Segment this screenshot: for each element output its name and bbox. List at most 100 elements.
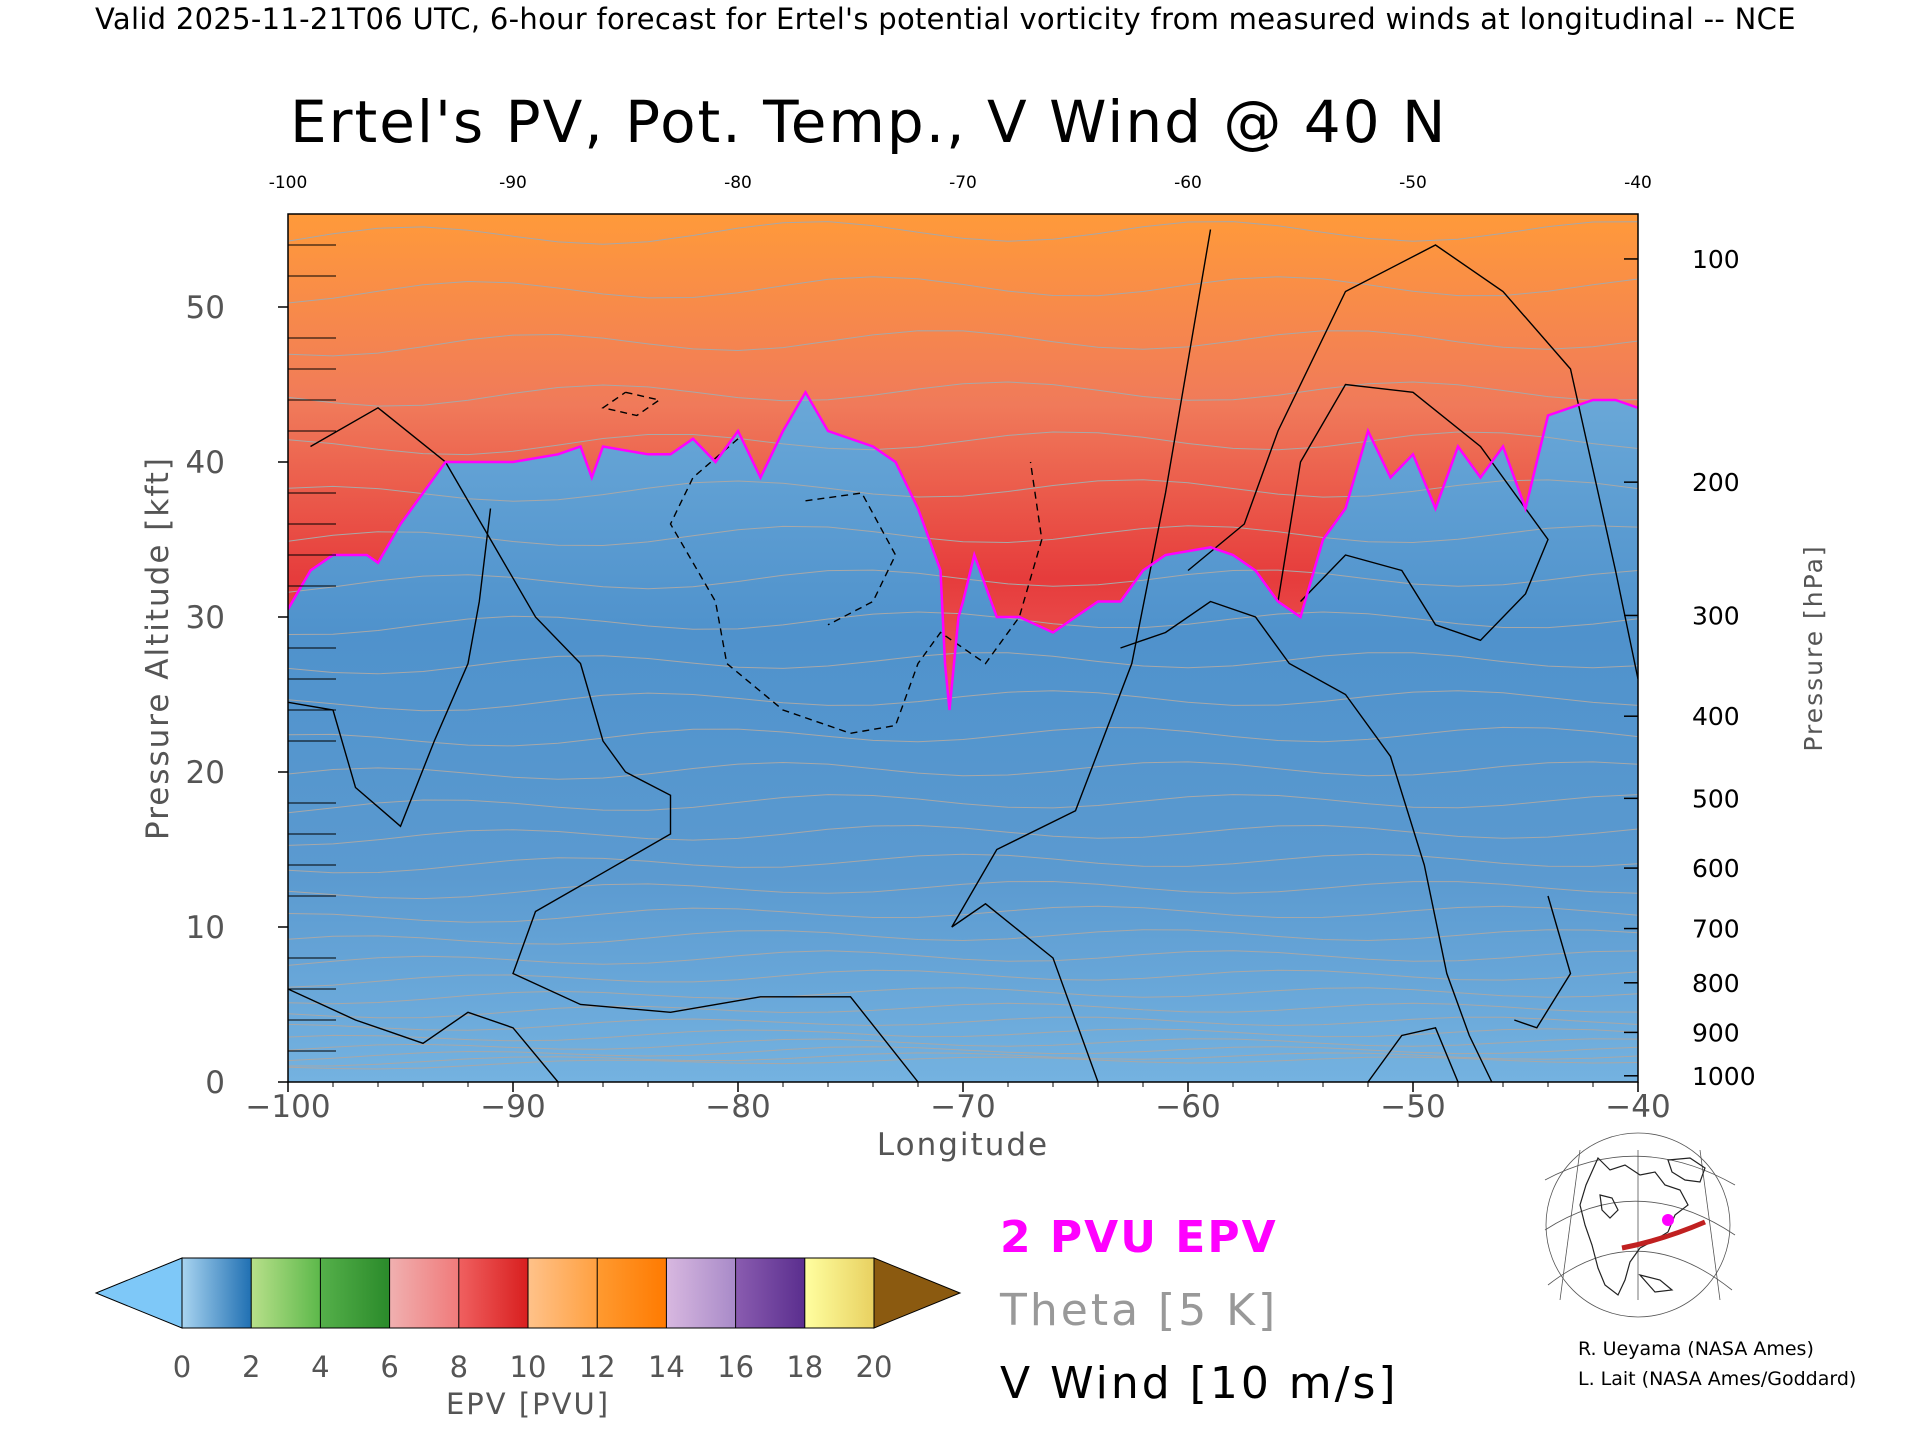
x-top-tick-label: -80: [724, 173, 752, 193]
y-axis: 0 10 20 30 40 50: [186, 244, 336, 1101]
theta-contour: [288, 381, 1638, 407]
legend-theta: Theta [5 K]: [1000, 1285, 1279, 1336]
pressure-axis: 100 200 300 400 500 600 700 800 900 1000: [1624, 245, 1756, 1091]
theta-contour: [288, 1028, 1638, 1042]
forecast-banner: Valid 2025-11-21T06 UTC, 6-hour forecast…: [95, 2, 1796, 36]
theta-contours: [288, 221, 1638, 1070]
theta-contour: [288, 726, 1638, 747]
y-axis-label: Pressure Altitude [kft]: [140, 456, 176, 840]
x-tick-label: −50: [1380, 1089, 1445, 1125]
pv-2pvu-contour: [288, 389, 1638, 711]
colorbar-segment: [804, 1258, 875, 1328]
colorbar-segment: [251, 1258, 321, 1328]
y-tick-label: 50: [186, 290, 225, 326]
x-top-tick-label: -100: [269, 173, 308, 193]
y-tick-label: 40: [186, 445, 225, 481]
colorbar: 0 2 4 6 8 10 12 14 16 18 20: [94, 1257, 962, 1384]
x-axis-label: Longitude: [877, 1127, 1049, 1163]
x-tick-label: −80: [705, 1089, 770, 1125]
x-top-tick-label: -90: [499, 173, 527, 193]
credit-line-1: R. Ueyama (NASA Ames): [1578, 1338, 1814, 1360]
colorbar-tick-label: 10: [510, 1350, 547, 1384]
y-tick-label: 30: [186, 600, 225, 636]
y-tick-label: 10: [186, 910, 225, 946]
x-top-tick-label: -50: [1399, 173, 1427, 193]
x-tick-label: −90: [480, 1089, 545, 1125]
colorbar-segment: [389, 1258, 460, 1328]
wind-contours: [288, 229, 1638, 1082]
theta-contour: [288, 1002, 1638, 1019]
x-tick-label: −40: [1605, 1089, 1670, 1125]
x-axis: −100 −90 −80 −70 −60 −50 −40: [245, 1082, 1671, 1125]
pressure-tick-label: 100: [1692, 245, 1740, 274]
colorbar-segment: [528, 1258, 598, 1328]
colorbar-label: EPV [PVU]: [446, 1387, 610, 1421]
theta-contour: [288, 1056, 1638, 1070]
colorbar-segment: [458, 1258, 529, 1328]
x-top-tick-label: -70: [949, 173, 977, 193]
credit-line-2: L. Lait (NASA Ames/Goddard): [1578, 1368, 1857, 1390]
theta-contour: [288, 690, 1638, 712]
colorbar-tick-label: 18: [786, 1350, 823, 1384]
wind-contour: [1187, 244, 1638, 680]
colorbar-tick-label: 20: [856, 1350, 893, 1384]
wind-contour: [1277, 383, 1549, 642]
colorbar-segment: [320, 1258, 391, 1328]
x-top-axis: -100 -90 -80 -70 -60 -50 -40: [269, 173, 1652, 193]
theta-contour: [288, 905, 1638, 923]
colorbar-below-arrow: [94, 1257, 183, 1329]
colorbar-tick-label: 8: [450, 1350, 468, 1384]
theta-contour: [288, 824, 1638, 846]
theta-contour: [288, 761, 1638, 780]
wind-contour: [669, 438, 1043, 735]
theta-contour: [288, 431, 1638, 456]
pressure-tick-label: 700: [1692, 915, 1740, 944]
theta-contour: [288, 611, 1638, 635]
wind-contour: [951, 229, 1212, 1082]
colorbar-tick-label: 12: [579, 1350, 616, 1384]
x-tick-label: −60: [1155, 1089, 1220, 1125]
x-tick-label: −70: [930, 1089, 995, 1125]
pressure-tick-label: 600: [1692, 854, 1740, 883]
pressure-tick-label: 400: [1692, 702, 1740, 731]
theta-contour: [288, 880, 1638, 900]
troposphere-field: [288, 392, 1638, 1082]
x-tick-label: −100: [245, 1089, 330, 1125]
theta-contour: [288, 794, 1638, 814]
wind-contour: [805, 492, 897, 626]
y-tick-label: 20: [186, 755, 225, 791]
pressure-tick-label: 200: [1692, 468, 1740, 497]
colorbar-segment: [735, 1258, 806, 1328]
colorbar-segment: [597, 1258, 667, 1328]
colorbar-tick-label: 4: [311, 1350, 329, 1384]
wind-contour: [1514, 895, 1572, 1029]
colorbar-segment: [182, 1258, 252, 1328]
theta-contour: [288, 929, 1638, 945]
pressure-tick-label: 500: [1692, 784, 1740, 813]
theta-contour: [288, 1038, 1638, 1051]
pressure-tick-label: 800: [1692, 969, 1740, 998]
colorbar-tick-label: 16: [717, 1350, 754, 1384]
legend-v-wind: V Wind [10 m/s]: [1000, 1358, 1399, 1409]
pressure-axis-label: Pressure [hPa]: [1799, 544, 1828, 751]
wind-contour: [310, 406, 919, 1082]
theta-contour: [288, 276, 1638, 304]
theta-contour: [288, 330, 1638, 357]
theta-contour: [288, 479, 1638, 502]
y-tick-label: 0: [205, 1065, 225, 1101]
theta-contour: [288, 221, 1638, 245]
theta-contour: [288, 652, 1638, 675]
theta-contour: [288, 987, 1638, 1005]
location-inset-map: [1540, 1132, 1736, 1318]
pressure-tick-label: 900: [1692, 1018, 1740, 1047]
colorbar-tick-label: 14: [648, 1350, 685, 1384]
theta-contour: [288, 853, 1638, 874]
colorbar-segment: [666, 1258, 737, 1328]
colorbar-tick-label: 2: [242, 1350, 260, 1384]
pressure-tick-label: 1000: [1692, 1062, 1756, 1091]
theta-contour: [288, 525, 1638, 547]
plot-area: [288, 214, 1638, 1082]
colorbar-tick-label: 6: [380, 1350, 398, 1384]
wind-contour: [288, 508, 492, 828]
